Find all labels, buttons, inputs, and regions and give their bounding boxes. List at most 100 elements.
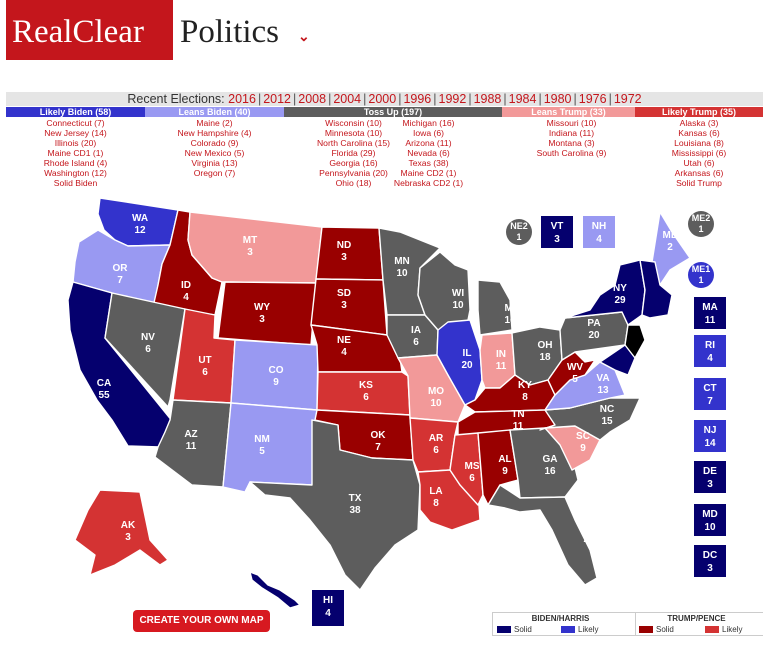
state-box-dc[interactable]: DC 3 — [694, 545, 726, 577]
category-state-link[interactable]: New Hampshire (4) — [177, 128, 252, 138]
election-year-link-1992[interactable]: 1992 — [438, 92, 467, 106]
state-ev-wy: 3 — [259, 314, 265, 325]
state-label-in: IN — [496, 349, 506, 360]
election-year-link-1976[interactable]: 1976 — [578, 92, 607, 106]
state-label-id: ID — [181, 280, 191, 291]
state-shape-ak[interactable] — [74, 489, 169, 576]
category-state-link[interactable]: Mississippi (6) — [671, 148, 727, 158]
election-year-link-1980[interactable]: 1980 — [543, 92, 572, 106]
category-state-link[interactable]: Arizona (11) — [405, 138, 452, 148]
legend-divider — [635, 613, 636, 635]
state-box-ct[interactable]: CT 7 — [694, 378, 726, 410]
state-shape-mi[interactable] — [477, 279, 513, 336]
category-state-link[interactable]: Utah (6) — [683, 158, 715, 168]
category-state-link[interactable]: Maine CD2 (1) — [400, 168, 457, 178]
election-year-link-2012[interactable]: 2012 — [263, 92, 291, 106]
create-your-own-map-button[interactable]: CREATE YOUR OWN MAP — [133, 610, 270, 632]
category-state-list: Michigan (16) Iowa (6) Arizona (11) Nevada … — [359, 118, 498, 188]
state-shape-ne_ne[interactable] — [639, 259, 673, 319]
category-state-link[interactable]: Connecticut (7) — [46, 118, 105, 128]
state-shape-nv[interactable] — [104, 292, 186, 408]
state-box-nj[interactable]: NJ 14 — [694, 420, 726, 452]
state-box-nh[interactable]: NH 4 — [583, 216, 615, 248]
state-ev-mn: 10 — [396, 268, 408, 279]
category-state-link[interactable]: Ohio (18) — [335, 178, 372, 188]
chevron-down-icon[interactable]: ⌄ — [298, 28, 310, 44]
state-ev-in: 11 — [496, 361, 507, 372]
state-box-de[interactable]: DE 3 — [694, 461, 726, 493]
category-state-link[interactable]: Rhode Island (4) — [43, 158, 108, 168]
state-shape-nd[interactable] — [315, 226, 384, 281]
election-year-link-1988[interactable]: 1988 — [473, 92, 502, 106]
category-state-link[interactable]: Washington (12) — [44, 168, 107, 178]
category-state-link[interactable]: South Carolina (9) — [536, 148, 607, 158]
state-shape-hi[interactable] — [249, 571, 301, 609]
category-state-link[interactable]: Georgia (16) — [329, 158, 378, 168]
category-state-link[interactable]: Virginia (13) — [191, 158, 238, 168]
category-state-link[interactable]: Maine CD1 (1) — [47, 148, 104, 158]
state-ev-mt: 3 — [247, 247, 253, 258]
election-year-link-1972[interactable]: 1972 — [613, 92, 642, 106]
state-ev-wa: 12 — [134, 225, 146, 236]
category-state-link[interactable]: Florida (29) — [331, 148, 376, 158]
state-shape-demd[interactable] — [599, 344, 636, 376]
election-year-link-2000[interactable]: 2000 — [368, 92, 397, 106]
election-year-link-2016[interactable]: 2016 — [228, 92, 256, 106]
category-state-link[interactable]: Illinois (20) — [54, 138, 97, 148]
state-ev-oh: 18 — [539, 352, 551, 363]
state-box-me1[interactable]: ME1 1 — [688, 262, 714, 288]
category-state-link[interactable]: Iowa (6) — [412, 128, 445, 138]
category-state-link[interactable]: Texas (38) — [408, 158, 449, 168]
category-state-link[interactable]: Kansas (6) — [678, 128, 720, 138]
category-state-link[interactable]: Alaska (3) — [679, 118, 719, 128]
category-state-link[interactable]: Pennsylvania (20) — [319, 168, 388, 178]
category-state-link[interactable]: Maine (2) — [196, 118, 233, 128]
category-state-link[interactable]: Solid Biden — [53, 178, 98, 188]
state-label-me: ME — [663, 230, 678, 241]
state-ev-id: 4 — [183, 292, 189, 303]
state-box-ma[interactable]: MA 11 — [694, 297, 726, 329]
category-state-link[interactable]: Nebraska CD2 (1) — [393, 178, 464, 188]
state-box-hi[interactable]: HI 4 — [312, 590, 344, 626]
state-label-ky: KY — [518, 380, 532, 391]
category-state-link[interactable]: North Carolina (15) — [316, 138, 391, 148]
category-state-link[interactable]: Indiana (11) — [548, 128, 595, 138]
state-shape-nm[interactable] — [222, 402, 318, 493]
state-ev-ar: 6 — [433, 445, 439, 456]
state-box-vt[interactable]: VT 3 — [541, 216, 573, 248]
state-shape-mt[interactable] — [187, 211, 323, 284]
state-ev-sc: 9 — [580, 443, 586, 454]
category-state-link[interactable]: New Jersey (14) — [44, 128, 107, 138]
category-state-link[interactable]: Missouri (10) — [546, 118, 597, 128]
category-state-link[interactable]: Minnesota (10) — [324, 128, 383, 138]
category-state-link[interactable]: Oregon (7) — [193, 168, 236, 178]
state-ev-ks: 6 — [363, 392, 369, 403]
category-state-link[interactable]: Nevada (6) — [407, 148, 450, 158]
state-label-tn: TN — [511, 409, 524, 420]
state-box-me2[interactable]: ME2 1 — [688, 211, 714, 237]
election-year-link-1984[interactable]: 1984 — [508, 92, 537, 106]
state-label-nc: NC — [600, 404, 614, 415]
state-ev-la: 8 — [433, 498, 439, 509]
state-shape-fl[interactable] — [487, 484, 598, 586]
election-year-link-2008[interactable]: 2008 — [298, 92, 327, 106]
state-box-ne2[interactable]: NE2 1 — [506, 219, 532, 245]
state-shape-tx[interactable] — [249, 419, 421, 591]
state-box-ri[interactable]: RI 4 — [694, 335, 726, 367]
category-state-link[interactable]: Solid Trump — [676, 178, 722, 188]
category-state-link[interactable]: Louisiana (8) — [674, 138, 724, 148]
category-state-link[interactable]: Arkansas (6) — [674, 168, 724, 178]
state-box-md[interactable]: MD 10 — [694, 504, 726, 536]
category-state-list: Connecticut (7) New Jersey (14) Illinois (… — [6, 118, 145, 188]
category-state-link[interactable]: Montana (3) — [548, 138, 595, 148]
category-state-link[interactable]: Wisconsin (10) — [325, 118, 382, 128]
category-state-link[interactable]: Colorado (9) — [190, 138, 239, 148]
state-shape-wy[interactable] — [217, 281, 317, 346]
category-state-link[interactable]: New Mexico (5) — [184, 148, 245, 158]
category-state-link[interactable]: Michigan (16) — [402, 118, 455, 128]
election-year-link-1996[interactable]: 1996 — [403, 92, 432, 106]
state-ev-ny: 29 — [614, 295, 626, 306]
state-shape-wi[interactable] — [417, 251, 471, 331]
election-year-link-2004[interactable]: 2004 — [333, 92, 362, 106]
